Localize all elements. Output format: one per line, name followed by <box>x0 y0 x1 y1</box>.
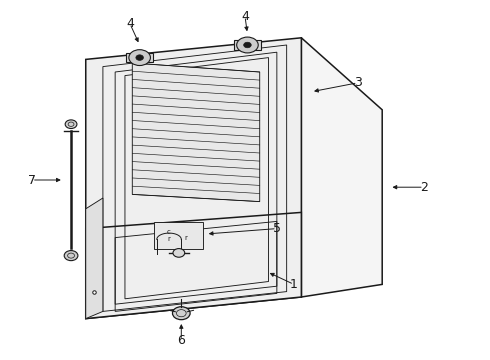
Bar <box>234 40 261 49</box>
Text: 4: 4 <box>241 10 249 23</box>
Circle shape <box>65 120 77 129</box>
Polygon shape <box>301 38 382 297</box>
Polygon shape <box>86 38 301 319</box>
Text: 1: 1 <box>290 278 298 291</box>
Circle shape <box>64 251 78 261</box>
Text: r: r <box>185 235 188 240</box>
Text: 2: 2 <box>420 181 428 194</box>
Text: 5: 5 <box>273 222 281 235</box>
Text: c: c <box>167 229 171 235</box>
Text: 7: 7 <box>28 174 36 186</box>
Polygon shape <box>132 63 260 202</box>
Circle shape <box>172 307 190 320</box>
FancyBboxPatch shape <box>154 222 203 249</box>
Circle shape <box>237 37 258 53</box>
Text: 3: 3 <box>354 76 362 89</box>
Text: r: r <box>168 237 171 242</box>
Bar <box>126 53 153 62</box>
Circle shape <box>173 248 185 257</box>
Circle shape <box>129 50 150 66</box>
Polygon shape <box>86 212 301 319</box>
Circle shape <box>244 42 251 48</box>
Text: 6: 6 <box>177 334 185 347</box>
Text: 4: 4 <box>126 17 134 30</box>
Polygon shape <box>86 198 103 319</box>
Circle shape <box>136 55 144 60</box>
